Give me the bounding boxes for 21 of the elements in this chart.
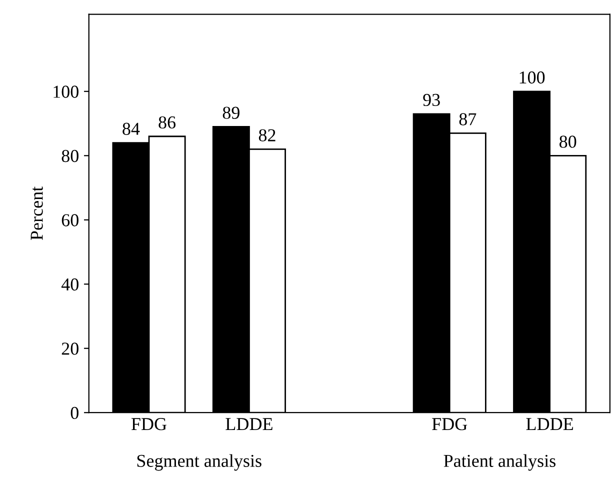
data-label: 89 xyxy=(222,106,240,119)
data-label: 82 xyxy=(258,129,276,142)
y-tick-label: 100 xyxy=(54,86,78,98)
y-tick-label: 80 xyxy=(62,150,78,162)
x-tick-label: LDDE xyxy=(226,418,272,430)
data-label: 93 xyxy=(423,94,440,106)
x-tick-label: FDG xyxy=(432,418,468,430)
y-tick-label: 20 xyxy=(62,342,78,355)
x-tick-label: FDG xyxy=(131,418,166,430)
data-label: 86 xyxy=(158,116,176,129)
y-axis-title: Percent xyxy=(30,186,43,240)
x-tick-label: LDDE xyxy=(526,418,573,430)
text: Patient analysis xyxy=(444,454,556,471)
data-label: 87 xyxy=(459,113,476,126)
y-tick-label: 40 xyxy=(61,278,78,291)
data-label: 100 xyxy=(520,71,545,84)
data-label: 80 xyxy=(560,136,576,148)
y-tick-label: 60 xyxy=(62,214,78,226)
y-tick-label: 0 xyxy=(70,406,78,420)
data-label: 84 xyxy=(122,122,140,135)
text: Segment analysis xyxy=(137,454,262,471)
